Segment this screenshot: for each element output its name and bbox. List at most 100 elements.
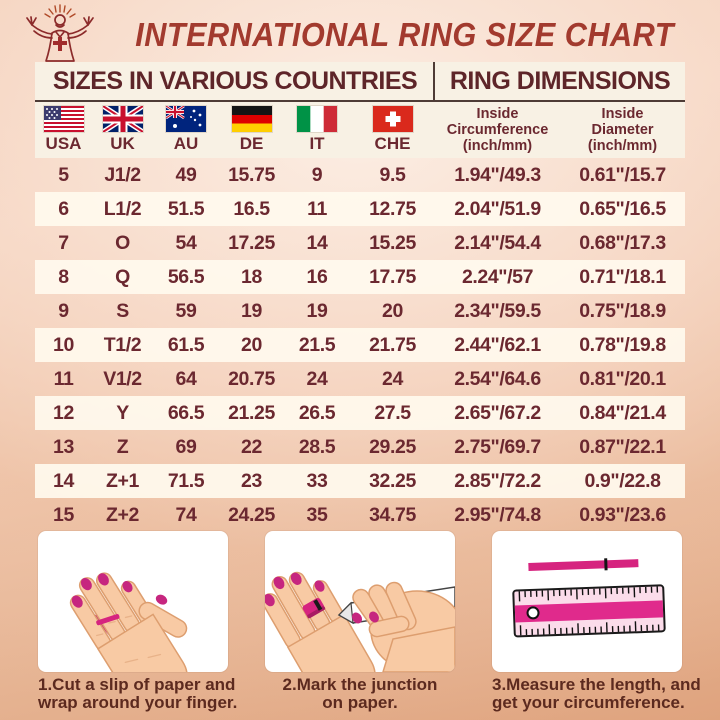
- instruction-captions: 1.Cut a slip of paper and wrap around yo…: [0, 675, 720, 713]
- column-inside-circumference: Inside Circumference (inch/mm): [446, 105, 549, 155]
- step1-card: [38, 531, 228, 672]
- column-au: AU: [153, 102, 219, 158]
- table-cell: 18: [241, 265, 262, 288]
- table-cell: 54: [175, 231, 197, 254]
- table-cell: 14: [306, 231, 328, 254]
- table-cell: 24: [306, 367, 328, 390]
- table-cell: S: [116, 299, 129, 322]
- column-de: DE: [219, 102, 284, 158]
- table-cell: 23: [241, 469, 262, 492]
- table-cell: 69: [175, 435, 197, 458]
- table-row: 13 Z 69 22 28.5 29.25 2.75"/69.7 0.87"/22.1: [35, 430, 685, 464]
- figure-with-rays-logo-icon: [26, 4, 94, 62]
- ruler-measuring-strip-illustration: [512, 558, 666, 638]
- table-cell: 2.85"/72.2: [454, 469, 541, 492]
- table-cell: J1/2: [104, 163, 141, 186]
- table-cell: 7: [58, 231, 69, 254]
- step1-caption: 1.Cut a slip of paper and wrap around yo…: [38, 675, 238, 713]
- table-cell: 17.75: [369, 265, 416, 288]
- table-cell: 32.25: [369, 469, 416, 492]
- table-cell: 0.84"/21.4: [579, 401, 666, 424]
- right-section-title: RING DIMENSIONS: [449, 66, 671, 95]
- table-cell: 2.54"/64.6: [454, 367, 541, 390]
- table-row: 7 O 54 17.25 14 15.25 2.14"/54.4 0.68"/17.3: [35, 226, 685, 260]
- table-cell: 56.5: [167, 265, 205, 288]
- table-cell: 20.75: [228, 367, 275, 390]
- table-cell: 0.87"/22.1: [579, 435, 666, 458]
- table-cell: O: [115, 231, 130, 254]
- table-cell: 0.9"/22.8: [584, 469, 661, 492]
- country-code: USA: [45, 134, 82, 153]
- table-cell: 0.71"/18.1: [579, 265, 666, 288]
- table-cell: 13: [53, 435, 74, 458]
- column-inside-diameter: Inside Diameter (inch/mm): [587, 105, 658, 155]
- table-cell: 6: [58, 197, 69, 220]
- table-cell: 20: [241, 333, 262, 356]
- australia-flag-icon: [166, 106, 206, 132]
- table-cell: L1/2: [103, 197, 142, 220]
- table-cell: 9: [311, 163, 323, 186]
- column-it: IT: [284, 102, 350, 158]
- table-cell: T1/2: [103, 333, 142, 356]
- table-cell: Z+2: [106, 503, 139, 526]
- table-cell: 2.24"/57: [461, 265, 534, 288]
- instruction-cards: [0, 531, 720, 672]
- table-cell: 0.78"/19.8: [579, 333, 666, 356]
- left-section-title: SIZES IN VARIOUS COUNTRIES: [52, 66, 418, 95]
- table-cell: 21.25: [228, 401, 275, 424]
- table-cell: 74: [175, 503, 197, 526]
- table-cell: 19: [306, 299, 328, 322]
- country-code: DE: [239, 134, 264, 153]
- table-cell: 2.95"/74.8: [454, 503, 541, 526]
- table-row: 12 Y 66.5 21.25 26.5 27.5 2.65"/67.2 0.84"/21.4: [35, 396, 685, 430]
- step2-caption: 2.Mark the junction on paper.: [282, 675, 438, 713]
- table-cell: 21.75: [369, 333, 416, 356]
- table-row: 10 T1/2 61.5 20 21.5 21.75 2.44"/62.1 0.78"/19.…: [35, 328, 685, 362]
- table-cell: 0.68"/17.3: [579, 231, 666, 254]
- column-che: CHE: [350, 102, 435, 158]
- column-header-row: USA UK: [35, 102, 685, 158]
- table-row: 9 S 59 19 19 20 2.34"/59.5 0.75"/18.9: [35, 294, 685, 328]
- table-cell: 11: [307, 197, 327, 220]
- uk-flag-icon: [102, 106, 143, 132]
- table-cell: 15: [53, 503, 74, 526]
- table-cell: 2.14"/54.4: [454, 231, 541, 254]
- table-cell: 22: [241, 435, 262, 458]
- table-cell: 64: [175, 367, 197, 390]
- table-cell: 49: [175, 163, 197, 186]
- table-cell: 16.5: [233, 197, 270, 220]
- table-cell: 33: [306, 469, 328, 492]
- table-cell: 5: [58, 163, 69, 186]
- table-cell: 11: [53, 367, 74, 390]
- table-cell: 66.5: [167, 401, 205, 424]
- table-cell: Q: [115, 265, 130, 288]
- country-code: CHE: [374, 134, 411, 153]
- table-cell: 28.5: [298, 435, 336, 458]
- table-cell: 0.93"/23.6: [579, 503, 666, 526]
- italy-flag-icon: [297, 106, 337, 132]
- page-title: INTERNATIONAL RING SIZE CHART: [135, 16, 675, 53]
- table-row: 8 Q 56.5 18 16 17.75 2.24"/57 0.71"/18.1: [35, 260, 685, 294]
- step3-card: [492, 531, 682, 672]
- table-cell: 34.75: [369, 503, 416, 526]
- table-row: 15 Z+2 74 24.25 35 34.75 2.95"/74.8 0.93"/23.6: [35, 498, 685, 532]
- table-cell: Z+1: [106, 469, 139, 492]
- section-header-band: SIZES IN VARIOUS COUNTRIES RING DIMENSIO…: [35, 62, 685, 102]
- table-cell: 2.75"/69.7: [454, 435, 541, 458]
- table-cell: 15.75: [228, 163, 275, 186]
- table-cell: 35: [306, 503, 328, 526]
- table-cell: 1.94"/49.3: [454, 163, 541, 186]
- table-cell: 59: [175, 299, 197, 322]
- table-cell: 71.5: [167, 469, 205, 492]
- table-cell: 0.65"/16.5: [579, 197, 666, 220]
- country-code: AU: [173, 134, 199, 153]
- table-cell: 0.61"/15.7: [579, 163, 666, 186]
- table-row: 5 J1/2 49 15.75 9 9.5 1.94"/49.3 0.61"/15.7: [35, 158, 685, 192]
- size-table-body: 5 J1/2 49 15.75 9 9.5 1.94"/49.3 0.61"/15.7 6 L1/…: [35, 158, 685, 532]
- table-cell: 9: [58, 299, 69, 322]
- table-cell: 8: [58, 265, 69, 288]
- table-cell: 19: [241, 299, 262, 322]
- table-cell: 12.75: [369, 197, 416, 220]
- country-code: UK: [110, 134, 135, 153]
